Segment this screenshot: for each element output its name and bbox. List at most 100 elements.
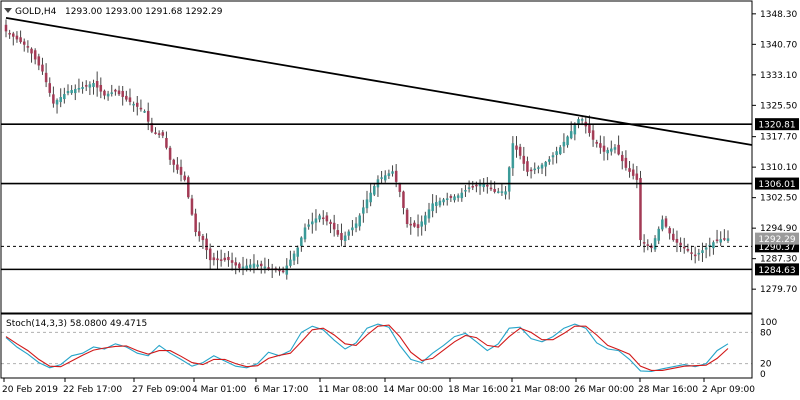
candle-body-bull xyxy=(245,265,248,270)
candle xyxy=(343,231,347,247)
candle-body-bear xyxy=(219,259,223,261)
candle xyxy=(537,165,540,174)
candle xyxy=(125,90,128,102)
candle xyxy=(518,143,522,160)
candle xyxy=(595,139,598,148)
candle-body-bear xyxy=(413,222,416,227)
candle xyxy=(719,231,722,246)
candle-body-bull xyxy=(132,103,135,106)
y-tick-label: 1302.50 xyxy=(760,194,797,204)
candle-body-bear xyxy=(179,166,183,175)
candle-body-bull xyxy=(296,247,299,257)
candle-body-bull xyxy=(548,159,551,162)
candle-body-bull xyxy=(241,266,245,269)
candle xyxy=(551,152,555,165)
candle-body-bear xyxy=(325,215,329,222)
candle-body-bear xyxy=(642,242,646,244)
candle xyxy=(362,199,365,223)
candle-body-bull xyxy=(70,90,73,94)
x-tick-label: 6 Mar 17:00 xyxy=(254,385,309,395)
candle xyxy=(208,243,212,270)
candle-body-bear xyxy=(161,132,165,136)
candle-body-bull xyxy=(719,239,722,243)
candle xyxy=(132,101,135,112)
candle-body-bear xyxy=(595,141,598,144)
candle xyxy=(88,81,92,96)
candle xyxy=(460,188,464,202)
candle xyxy=(548,156,551,165)
candle xyxy=(613,144,617,154)
candle xyxy=(74,84,77,101)
candle-body-bear xyxy=(37,56,41,66)
candle xyxy=(559,145,562,156)
candle-body-bull xyxy=(511,143,515,169)
candle-body-bear xyxy=(227,256,230,261)
candle xyxy=(602,136,606,161)
candle xyxy=(117,85,121,96)
candle xyxy=(219,249,223,267)
candle-body-bear xyxy=(259,263,263,267)
candle xyxy=(263,257,267,274)
candle-body-bear xyxy=(176,164,179,170)
candle xyxy=(168,145,172,165)
candle xyxy=(292,250,296,266)
candle xyxy=(154,127,157,135)
candle xyxy=(99,77,103,99)
candle xyxy=(427,202,431,223)
candle-body-bull xyxy=(420,221,423,227)
candle xyxy=(19,30,22,44)
candle xyxy=(212,252,216,266)
candle-body-bull xyxy=(314,218,318,223)
candle-body-bear xyxy=(157,133,161,135)
candle-body-bear xyxy=(617,144,620,155)
candle xyxy=(332,214,336,237)
candle-body-bear xyxy=(33,50,37,60)
candle-body-bull xyxy=(81,87,84,89)
current-price-label: 1292.29 xyxy=(758,235,795,245)
candle xyxy=(103,89,106,100)
candle xyxy=(424,211,427,232)
trendline[interactable] xyxy=(5,16,753,146)
candle-body-bear xyxy=(26,46,30,48)
candle-body-bear xyxy=(8,33,11,35)
main-price-pane[interactable] xyxy=(1,16,753,280)
candle-body-bear xyxy=(99,85,103,92)
stochastic-pane[interactable] xyxy=(1,323,752,372)
candle xyxy=(128,88,132,106)
candle-body-bear xyxy=(4,24,8,32)
triangle-down-icon[interactable] xyxy=(4,8,12,13)
candle xyxy=(241,256,245,276)
candle-body-bull xyxy=(343,235,347,241)
candle-body-bear xyxy=(12,33,15,37)
candle-body-bear xyxy=(682,246,686,249)
candle xyxy=(48,77,52,97)
candle xyxy=(639,170,642,247)
candle xyxy=(325,212,329,226)
candle xyxy=(573,122,577,141)
candle-body-bull xyxy=(77,88,81,90)
y-tick-label: 1317.70 xyxy=(760,133,797,143)
candle-body-bear xyxy=(44,72,48,83)
candle xyxy=(690,245,693,261)
candle-body-bull xyxy=(467,187,471,189)
candle-body-bull xyxy=(263,266,267,269)
candle-body-bear xyxy=(588,124,591,134)
candle-body-bull xyxy=(424,215,427,225)
candle-body-bear xyxy=(416,224,420,229)
candle xyxy=(624,150,628,171)
candle xyxy=(55,98,59,114)
candle xyxy=(44,63,48,88)
candle-body-bear xyxy=(198,231,201,237)
candle xyxy=(679,237,682,252)
candle xyxy=(489,180,493,192)
candle-body-bull xyxy=(544,161,547,167)
candle xyxy=(259,260,263,274)
candle-body-bear xyxy=(238,263,241,269)
candle xyxy=(41,57,44,75)
candle-body-bear xyxy=(187,177,190,198)
candle-body-bear xyxy=(48,83,52,93)
candle xyxy=(715,229,719,244)
candle xyxy=(445,192,449,206)
